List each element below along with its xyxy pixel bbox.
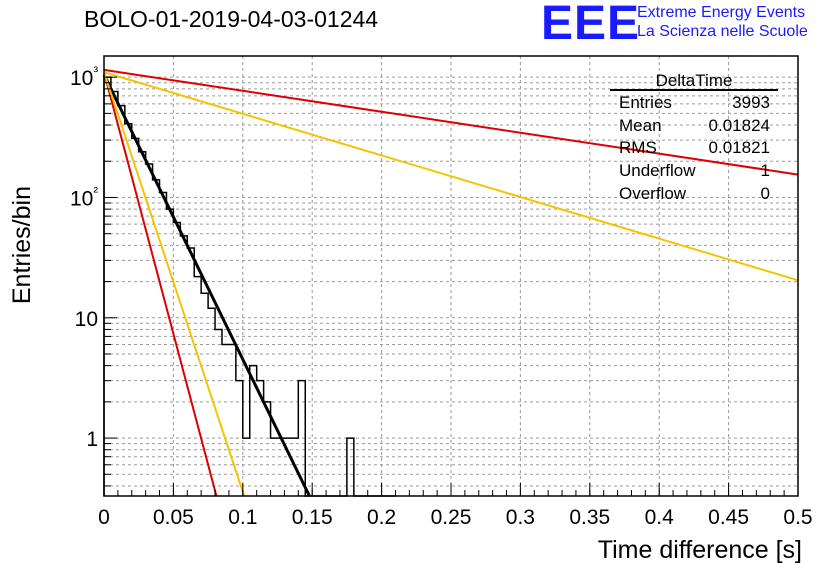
grid bbox=[104, 56, 798, 496]
series-line-yellow-steep bbox=[103, 71, 246, 497]
series-line-fit bbox=[102, 73, 311, 497]
series-line-red-steep bbox=[103, 71, 218, 497]
stats-value: 0.01824 bbox=[708, 116, 770, 135]
chart-title: BOLO-01-2019-04-03-01244 bbox=[84, 6, 379, 32]
y-axis-label: Entries/bin bbox=[8, 186, 36, 305]
x-tick-label: 0.05 bbox=[153, 506, 194, 529]
eee-tagline-1: Extreme Energy Events bbox=[637, 4, 806, 21]
y-tick-label: 10² bbox=[70, 183, 98, 210]
stats-label: Overflow bbox=[619, 184, 687, 203]
axis-ticks bbox=[103, 76, 799, 496]
stats-value: 0 bbox=[760, 184, 770, 203]
x-axis-label: Time difference [s] bbox=[597, 536, 802, 564]
y-tick-label: 10 bbox=[75, 308, 98, 331]
series-line-yellow-flat bbox=[103, 71, 799, 282]
x-tick-label: 0.3 bbox=[506, 506, 535, 529]
stats-value: 0.01821 bbox=[708, 138, 770, 157]
y-tick-label: 1 bbox=[86, 428, 98, 451]
tick-labels: 0 0.05 0.1 0.15 0.2 0.25 0.3 0.35 0.4 0.45 0.51101… bbox=[70, 63, 813, 529]
stats-label: Mean bbox=[619, 116, 662, 135]
stats-value: 1 bbox=[760, 161, 770, 180]
x-tick-label: 0.35 bbox=[569, 506, 610, 529]
x-tick-label: 0 bbox=[98, 506, 110, 529]
x-tick-label: 0.2 bbox=[367, 506, 396, 529]
x-tick-label: 0.45 bbox=[708, 506, 749, 529]
y-tick-label: 10³ bbox=[70, 63, 98, 90]
stats-label: RMS bbox=[619, 138, 657, 157]
eee-logo: EEE bbox=[541, 0, 641, 50]
stats-value: 3993 bbox=[732, 93, 770, 112]
x-tick-label: 0.1 bbox=[228, 506, 257, 529]
x-tick-label: 0.5 bbox=[783, 506, 812, 529]
x-tick-label: 0.15 bbox=[292, 506, 333, 529]
stats-divider bbox=[610, 89, 778, 91]
y-tick-exponent: ³ bbox=[93, 63, 98, 79]
stats-title: DeltaTime bbox=[655, 71, 733, 90]
stats-box: DeltaTime Entries 3993 Mean 0.01824 RMS … bbox=[610, 70, 778, 210]
stats-label: Underflow bbox=[619, 161, 696, 180]
eee-tagline-2: La Scienza nelle Scuole bbox=[637, 23, 808, 40]
x-tick-label: 0.4 bbox=[645, 506, 675, 529]
chart-lines bbox=[102, 68, 799, 497]
stats-label: Entries bbox=[619, 93, 672, 112]
series-line-red-flat bbox=[103, 68, 799, 176]
y-tick-exponent: ² bbox=[93, 183, 98, 199]
x-tick-label: 0.25 bbox=[431, 506, 472, 529]
